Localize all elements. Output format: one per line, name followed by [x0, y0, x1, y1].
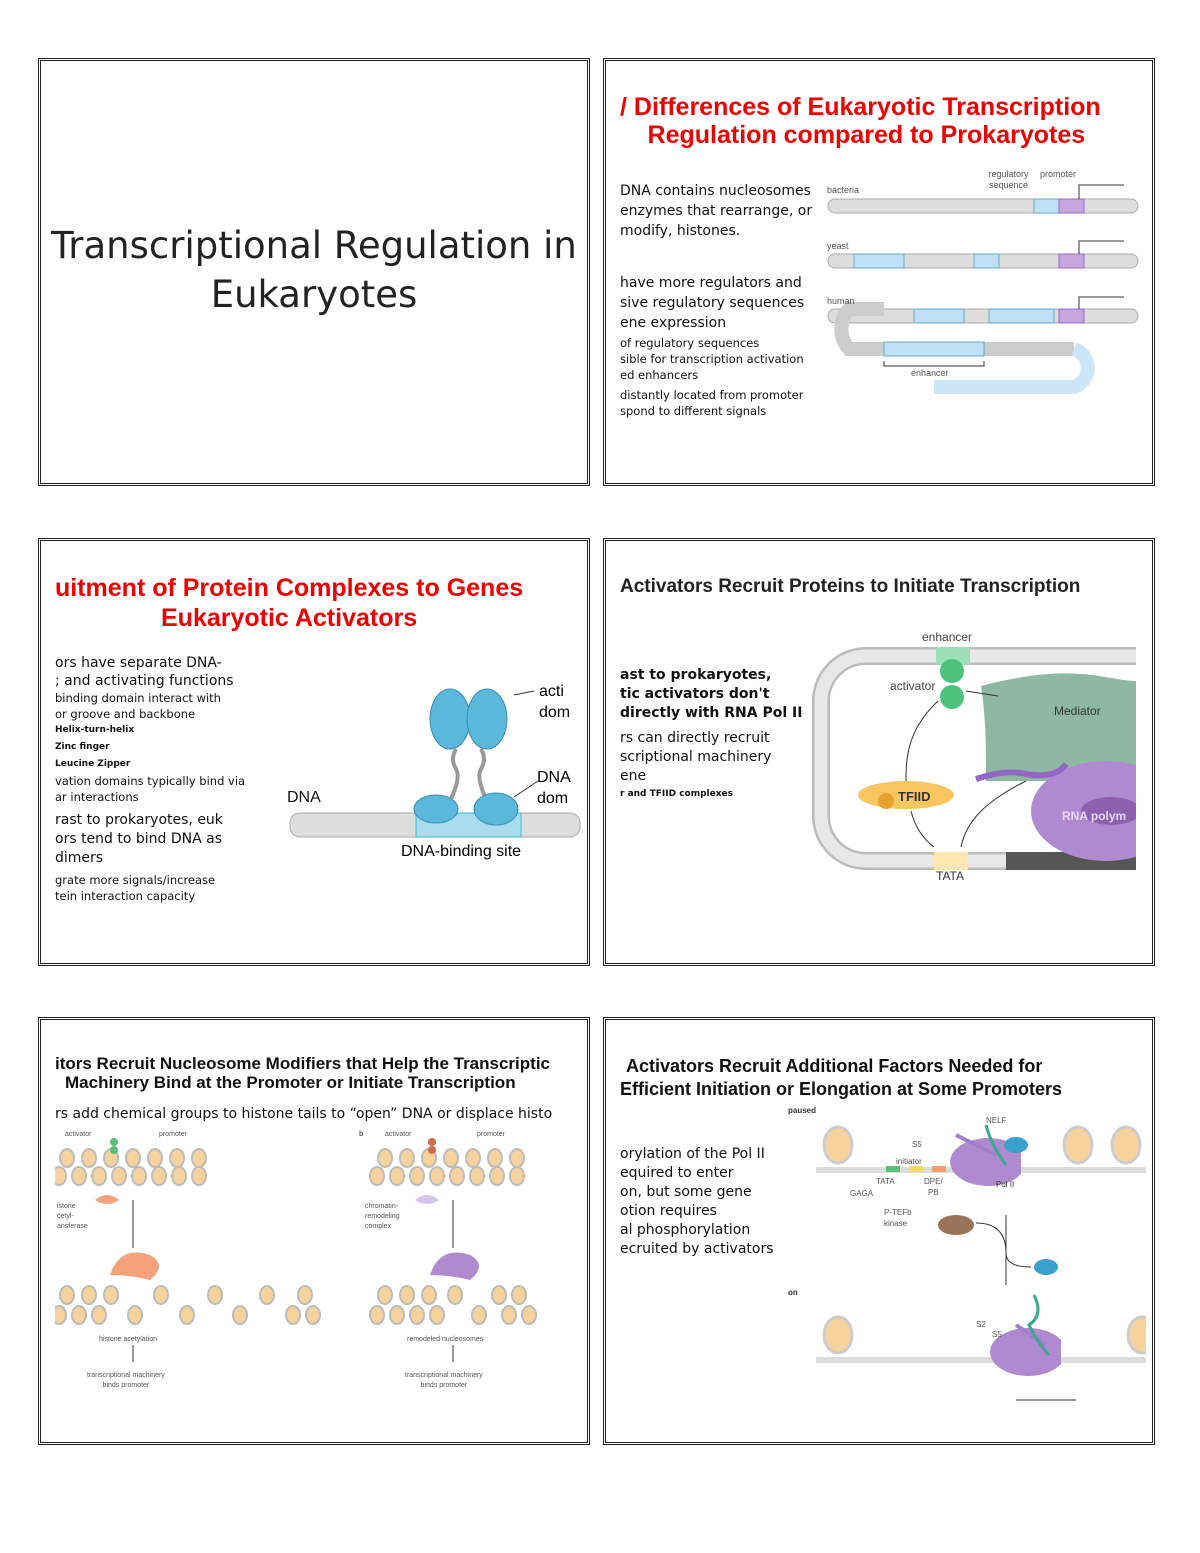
slide-title: itors Recruit Nucleosome Modifiers that … — [55, 1054, 550, 1092]
slide-title: uitment of Protein Complexes to Genes Eu… — [55, 574, 524, 632]
bullet-list: ast to prokaryotes, tic activators don't… — [620, 667, 803, 799]
slide-5: itors Recruit Nucleosome Modifiers that … — [38, 1017, 590, 1445]
slide-title: / Differences of Eukaryotic Transcriptio… — [620, 93, 1101, 149]
binds-label-b: transcriptional machinery binds promoter — [405, 1372, 483, 1389]
hat-label: istone cetyl-ansferase — [57, 1203, 88, 1230]
gene-regulation-figure — [827, 184, 1139, 394]
slide-3: uitment of Protein Complexes to Genes Eu… — [38, 538, 590, 966]
slide-6: Activators Recruit Additional Factors Ne… — [603, 1017, 1155, 1445]
crc-label: chromatin-remodeling complex — [365, 1203, 400, 1230]
slide-4: Activators Recruit Proteins to Initiate … — [603, 538, 1155, 966]
binds-label-a: transcriptional machinery binds promoter — [87, 1372, 165, 1389]
bullet-list: orylation of the Pol II equired to enter… — [620, 1146, 774, 1257]
bullet-list: ors have separate DNA- ; and activating … — [55, 655, 246, 903]
recruitment-figure — [812, 647, 1136, 870]
slide-title: Transcriptional Regulation in Eukaryotes — [51, 224, 577, 316]
bullet-list: DNA contains nucleosomes enzymes that re… — [620, 183, 813, 418]
ptefb-label: P-TEFb kinase — [884, 1208, 912, 1228]
slide-2: / Differences of Eukaryotic Transcriptio… — [603, 58, 1155, 486]
slide-title: Activators Recruit Proteins to Initiate … — [620, 576, 1081, 597]
pol2-pausing-figure — [816, 1124, 1146, 1401]
nucleosome-modifiers-figure — [55, 1138, 537, 1362]
slide-title: Activators Recruit Additional Factors Ne… — [620, 1056, 1063, 1099]
slide-1: Transcriptional Regulation in Eukaryotes — [38, 58, 590, 486]
activator-figure — [289, 688, 581, 838]
